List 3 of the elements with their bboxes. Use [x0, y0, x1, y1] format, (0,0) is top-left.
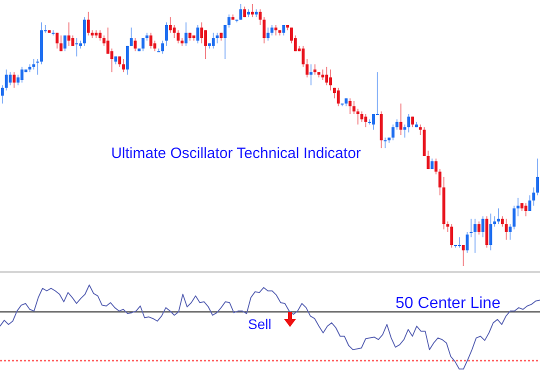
ref-line-label: 50 Center Line [396, 294, 501, 312]
text: Ultimate Oscillator Technical Indicator [111, 145, 361, 162]
annotation: Sell [248, 316, 272, 332]
